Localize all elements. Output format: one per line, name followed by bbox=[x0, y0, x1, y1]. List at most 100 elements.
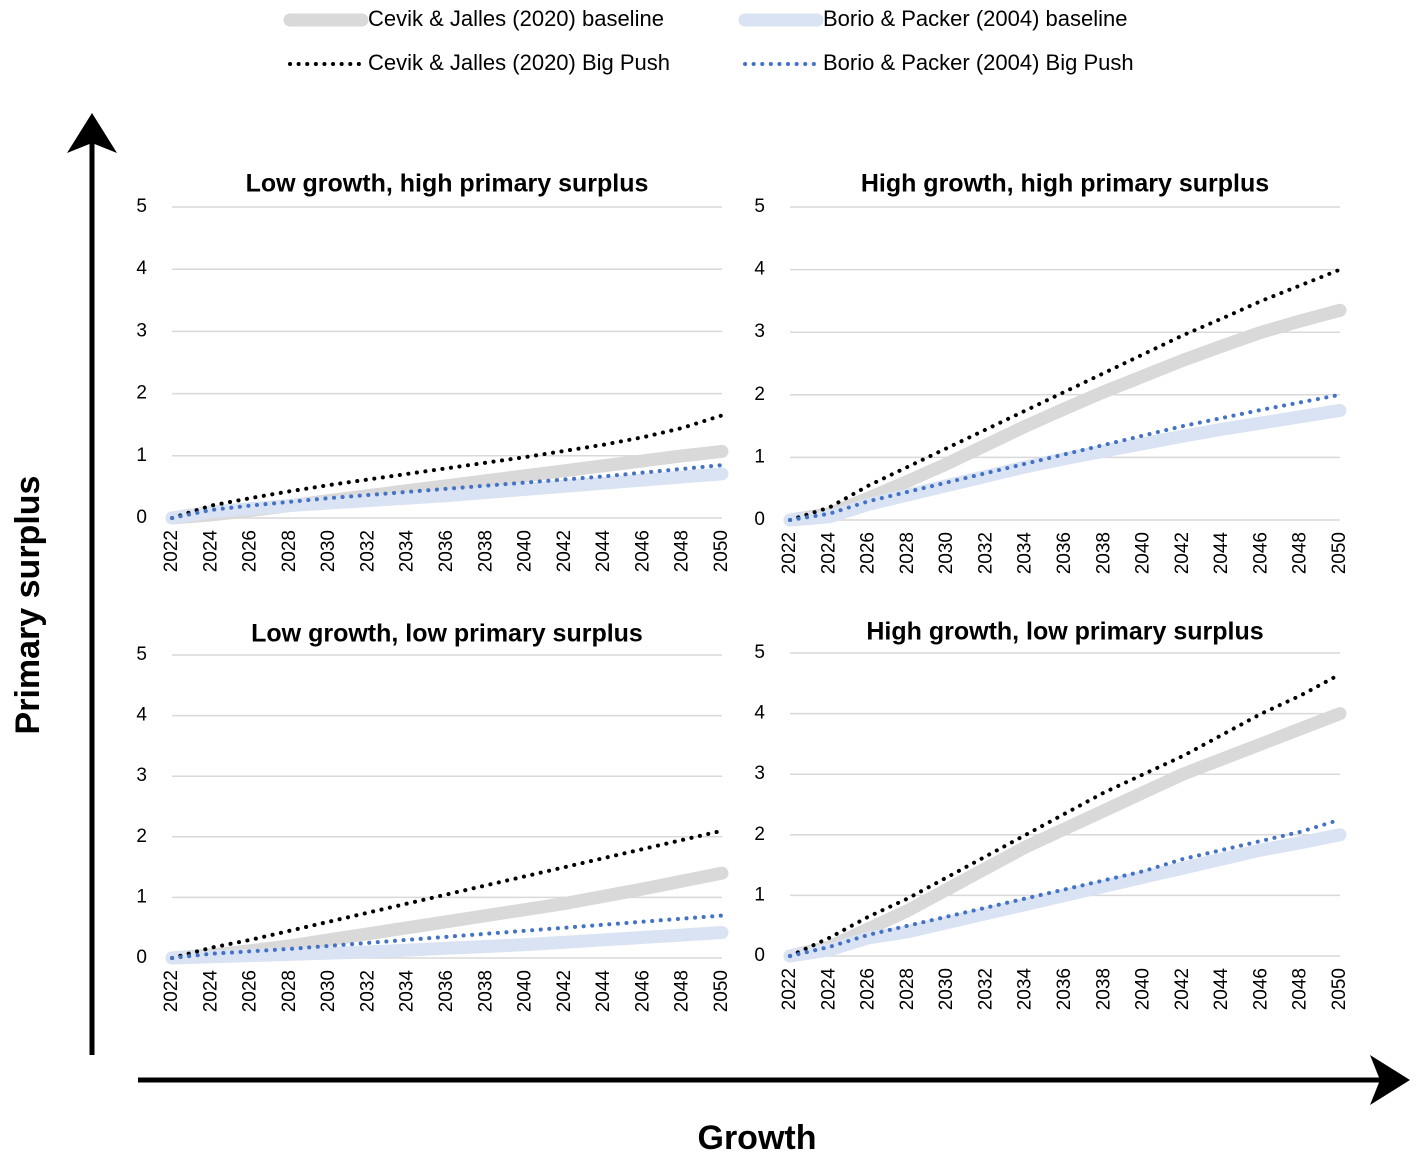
x-tick-label: 2036 bbox=[436, 970, 457, 1012]
y-axis-title: Primary surplus bbox=[9, 476, 47, 735]
x-tick-label: 2050 bbox=[1329, 532, 1350, 574]
series-line: Borio & Packer (2004) baseline bbox=[783, 403, 1347, 527]
x-tick-label: 2024 bbox=[200, 970, 221, 1013]
x-tick-label: 2044 bbox=[1211, 968, 1232, 1011]
series-line: Cevik & Jalles (2020) baseline bbox=[783, 707, 1347, 963]
y-tick-label: 4 bbox=[136, 258, 147, 279]
series-line: Cevik & Jalles (2020) baseline bbox=[783, 303, 1347, 527]
legend-label: Borio & Packer (2004) Big Push bbox=[823, 50, 1134, 75]
series-line: Cevik & Jalles (2020) Big Push bbox=[170, 413, 724, 520]
x-tick-label: 2050 bbox=[711, 970, 732, 1012]
y-tick-label: 4 bbox=[754, 259, 765, 280]
x-tick-label: 2024 bbox=[818, 968, 839, 1011]
y-tick-label: 3 bbox=[754, 321, 765, 342]
y-tick-label: 1 bbox=[754, 884, 765, 905]
legend-label: Cevik & Jalles (2020) baseline bbox=[368, 6, 664, 31]
series-line: Borio & Packer (2004) Big Push bbox=[170, 913, 724, 960]
y-tick-label: 4 bbox=[136, 705, 147, 726]
y-tick-label: 1 bbox=[754, 446, 765, 467]
x-tick-label: 2022 bbox=[779, 532, 800, 574]
y-tick-label: 3 bbox=[136, 765, 147, 786]
x-tick-label: 2026 bbox=[240, 530, 261, 572]
x-tick-label: 2028 bbox=[279, 530, 300, 572]
y-tick-label: 4 bbox=[754, 703, 765, 724]
x-tick-label: 2046 bbox=[1250, 968, 1271, 1010]
x-tick-label: 2034 bbox=[397, 970, 418, 1013]
y-tick-label: 5 bbox=[754, 196, 765, 217]
x-tick-label: 2044 bbox=[1211, 532, 1232, 575]
x-tick-label: 2042 bbox=[554, 970, 575, 1012]
y-tick-label: 1 bbox=[136, 445, 147, 466]
x-tick-label: 2034 bbox=[1015, 532, 1036, 575]
x-tick-label: 2036 bbox=[436, 530, 457, 572]
x-tick-label: 2042 bbox=[554, 530, 575, 572]
x-tick-label: 2038 bbox=[475, 970, 496, 1012]
x-tick-label: 2050 bbox=[711, 530, 732, 572]
panel-title: Low growth, low primary surplus bbox=[251, 620, 643, 648]
x-tick-label: 2040 bbox=[515, 530, 536, 572]
y-tick-label: 2 bbox=[754, 384, 765, 405]
y-tick-label: 2 bbox=[754, 824, 765, 845]
y-tick-label: 0 bbox=[136, 507, 147, 528]
panel-title: High growth, high primary surplus bbox=[861, 170, 1269, 198]
x-tick-label: 2030 bbox=[318, 970, 339, 1012]
series-line: Borio & Packer (2004) baseline bbox=[165, 467, 729, 525]
y-tick-label: 1 bbox=[136, 886, 147, 907]
x-tick-label: 2028 bbox=[897, 968, 918, 1010]
x-tick-label: 2024 bbox=[818, 532, 839, 575]
x-tick-label: 2032 bbox=[357, 530, 378, 572]
x-tick-label: 2048 bbox=[672, 530, 693, 572]
y-tick-label: 3 bbox=[754, 763, 765, 784]
y-tick-label: 5 bbox=[136, 644, 147, 665]
series-line: Cevik & Jalles (2020) Big Push bbox=[170, 828, 724, 960]
x-tick-label: 2024 bbox=[200, 530, 221, 573]
x-tick-label: 2032 bbox=[975, 968, 996, 1010]
x-tick-label: 2048 bbox=[672, 970, 693, 1012]
x-tick-label: 2032 bbox=[357, 970, 378, 1012]
x-tick-label: 2032 bbox=[975, 532, 996, 574]
series-line: Borio & Packer (2004) Big Push bbox=[788, 392, 1342, 522]
y-tick-label: 0 bbox=[136, 947, 147, 968]
x-tick-label: 2036 bbox=[1054, 968, 1075, 1010]
y-tick-label: 5 bbox=[136, 196, 147, 217]
legend-label: Borio & Packer (2004) baseline bbox=[823, 6, 1128, 31]
x-tick-label: 2042 bbox=[1172, 532, 1193, 574]
y-tick-label: 0 bbox=[754, 509, 765, 530]
x-tick-label: 2034 bbox=[1015, 968, 1036, 1011]
series-line: Borio & Packer (2004) Big Push bbox=[170, 463, 724, 520]
series-line: Borio & Packer (2004) baseline bbox=[783, 828, 1347, 963]
x-tick-label: 2048 bbox=[1290, 532, 1311, 574]
x-tick-label: 2026 bbox=[240, 970, 261, 1012]
x-axis-title: Growth bbox=[698, 1119, 817, 1157]
x-tick-label: 2030 bbox=[936, 968, 957, 1010]
x-tick-label: 2038 bbox=[475, 530, 496, 572]
series-line: Cevik & Jalles (2020) Big Push bbox=[788, 267, 1342, 522]
x-tick-label: 2034 bbox=[397, 530, 418, 573]
x-tick-label: 2022 bbox=[161, 970, 182, 1012]
x-tick-label: 2044 bbox=[593, 530, 614, 573]
x-tick-label: 2036 bbox=[1054, 532, 1075, 574]
y-tick-label: 2 bbox=[136, 383, 147, 404]
x-tick-label: 2026 bbox=[858, 532, 879, 574]
x-tick-label: 2046 bbox=[632, 970, 653, 1012]
x-tick-label: 2040 bbox=[1133, 968, 1154, 1010]
y-tick-label: 5 bbox=[754, 642, 765, 663]
x-tick-label: 2022 bbox=[779, 968, 800, 1010]
x-tick-label: 2040 bbox=[515, 970, 536, 1012]
series-line: Borio & Packer (2004) baseline bbox=[165, 926, 729, 965]
x-tick-label: 2042 bbox=[1172, 968, 1193, 1010]
x-tick-label: 2050 bbox=[1329, 968, 1350, 1010]
panel-title: High growth, low primary surplus bbox=[866, 618, 1263, 646]
x-tick-label: 2026 bbox=[858, 968, 879, 1010]
x-tick-label: 2040 bbox=[1133, 532, 1154, 574]
series-line: Borio & Packer (2004) Big Push bbox=[788, 817, 1342, 958]
x-tick-label: 2030 bbox=[318, 530, 339, 572]
legend-label: Cevik & Jalles (2020) Big Push bbox=[368, 50, 670, 75]
y-tick-label: 0 bbox=[754, 945, 765, 966]
y-tick-label: 3 bbox=[136, 320, 147, 341]
x-tick-label: 2028 bbox=[897, 532, 918, 574]
panel-title: Low growth, high primary surplus bbox=[246, 170, 649, 198]
x-tick-label: 2022 bbox=[161, 530, 182, 572]
x-tick-label: 2048 bbox=[1290, 968, 1311, 1010]
